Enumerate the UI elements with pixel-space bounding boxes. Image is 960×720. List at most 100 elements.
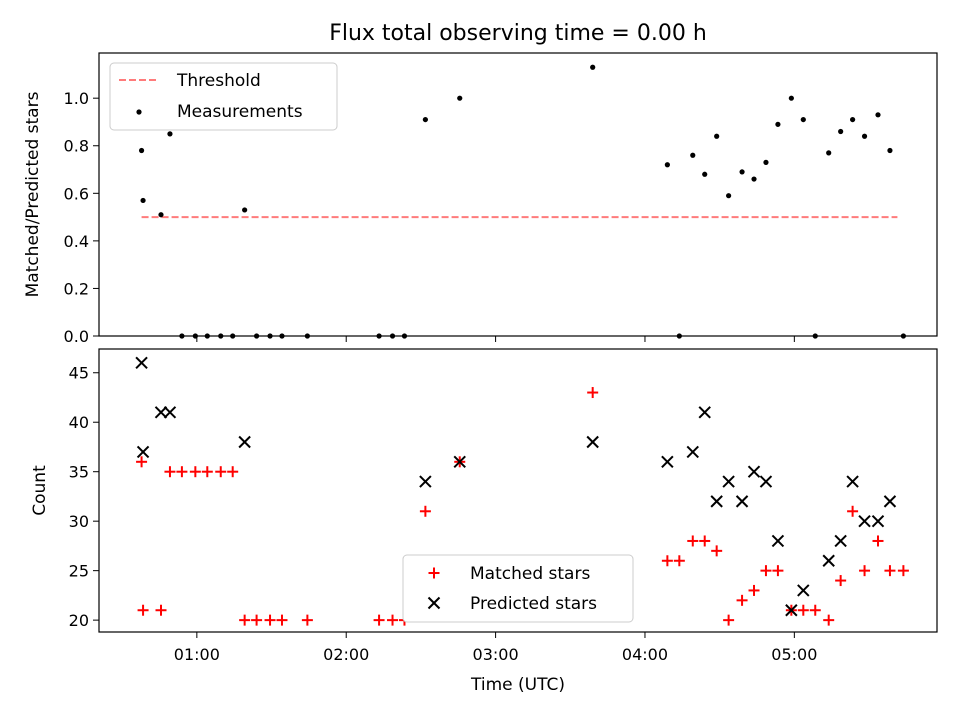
legend-predicted-swatch (427, 596, 441, 610)
matched-star-point (748, 584, 760, 596)
matched-star-point (264, 614, 276, 626)
predicted-star-point (136, 445, 150, 459)
count-marks (135, 356, 909, 626)
predicted-star-point (822, 554, 835, 567)
measurement-point (775, 121, 781, 127)
count-y-axis: 20 25 30 35 40 45 (69, 364, 99, 630)
measurement-point (158, 212, 164, 218)
measurement-point (457, 95, 463, 101)
ratio-y-tick-label: 0.6 (64, 184, 89, 203)
legend-predicted-marker-b (427, 596, 441, 610)
measurement-point (138, 147, 145, 154)
predicted-star-point-b (785, 604, 798, 617)
predicted-star-point-b (797, 584, 810, 597)
measurement-point (242, 207, 248, 213)
count-y-tick-label: 45 (69, 364, 89, 383)
measurement-point (304, 333, 310, 339)
predicted-star-point (698, 406, 711, 419)
matched-star-point (276, 614, 288, 626)
measurement-point (726, 193, 732, 199)
count-legend-box (402, 554, 634, 623)
ratio-legend: Threshold Measurements (109, 62, 338, 131)
predicted-star-point-b (846, 475, 859, 488)
legend-threshold-label: Threshold (176, 71, 261, 91)
predicted-star-point (858, 514, 871, 528)
measurement-point (800, 116, 806, 123)
count-x-axis: 01:00 02:00 03:00 04:00 05:00 (174, 632, 817, 664)
count-y-tick-label: 20 (69, 611, 89, 630)
measurement-point (788, 95, 794, 101)
measurement-point (861, 133, 868, 139)
predicted-star-point-b (686, 445, 699, 459)
matched-star-point (227, 466, 239, 478)
ratio-y-axis: 0.0 0.2 0.4 0.6 0.8 1.0 (64, 89, 99, 346)
matched-star-point (176, 466, 188, 478)
predicted-star-point (722, 475, 735, 488)
measurement-point (167, 131, 173, 137)
predicted-star-point-b (822, 554, 835, 567)
matched-star-point (419, 505, 431, 517)
predicted-star-point-b (698, 406, 711, 419)
matched-star-point (760, 565, 772, 577)
matched-star-point (687, 535, 699, 547)
measurement-point (230, 333, 236, 339)
predicted-star-point (453, 455, 466, 469)
measurement-point (204, 333, 210, 339)
measurement-point (826, 150, 832, 156)
count-x-tick-label: 03:00 (473, 645, 519, 664)
matched-star-point (251, 614, 263, 626)
measurement-point (590, 64, 596, 70)
measurement-point (253, 333, 260, 339)
predicted-star-point (871, 514, 885, 528)
predicted-star-point (163, 406, 177, 419)
predicted-star-point (586, 435, 599, 449)
predicted-star-point-b (858, 514, 871, 528)
legend-predicted-label: Predicted stars (470, 594, 597, 614)
predicted-star-point-b (710, 495, 723, 508)
predicted-star-point-b (238, 435, 251, 449)
count-x-tick-label: 04:00 (622, 645, 668, 664)
measurement-point (702, 171, 708, 177)
matched-star-point (823, 614, 835, 626)
predicted-star-point-b (871, 514, 885, 528)
predicted-star-point-b (834, 534, 847, 548)
matched-star-point (711, 545, 723, 557)
matched-star-point (215, 466, 227, 478)
measurement-point (690, 152, 696, 158)
matched-star-point (847, 505, 859, 517)
legend-predicted-marker (427, 596, 441, 610)
predicted-star-point-b (771, 534, 785, 548)
predicted-star-point-b (453, 455, 466, 469)
matched-star-point (301, 614, 313, 626)
count-x-tick-label: 05:00 (771, 645, 817, 664)
measurement-point (812, 333, 818, 339)
matched-star-point (373, 614, 385, 626)
legend-matched-label: Matched stars (470, 564, 590, 584)
legend-measurements-swatch (136, 109, 142, 115)
count-y-tick-label: 35 (69, 463, 89, 482)
measurement-point (389, 333, 396, 339)
matched-star-point (587, 387, 599, 399)
predicted-star-point (797, 584, 810, 597)
count-y-tick-label: 40 (69, 413, 89, 432)
ratio-y-tick-label: 0.4 (64, 232, 89, 251)
measurement-point (739, 169, 745, 175)
matched-star-point (699, 535, 711, 547)
matched-star-point (164, 466, 176, 478)
measurement-point (850, 116, 856, 123)
predicted-star-point-b (586, 435, 599, 449)
predicted-star-point-b (722, 475, 735, 488)
matched-star-point (673, 555, 685, 567)
count-y-tick-label: 25 (69, 562, 89, 581)
ratio-legend-box (109, 62, 338, 131)
measurement-point (376, 333, 382, 339)
ratio-y-tick-label: 0.8 (64, 137, 89, 156)
matched-star-point (723, 614, 735, 626)
count-y-tick-label: 30 (69, 512, 89, 531)
count-y-axis-label: Count (30, 465, 50, 516)
measurement-point (838, 128, 844, 135)
predicted-star-point-b (419, 475, 432, 488)
measurement-point (887, 147, 893, 154)
matched-star-point (872, 535, 884, 547)
